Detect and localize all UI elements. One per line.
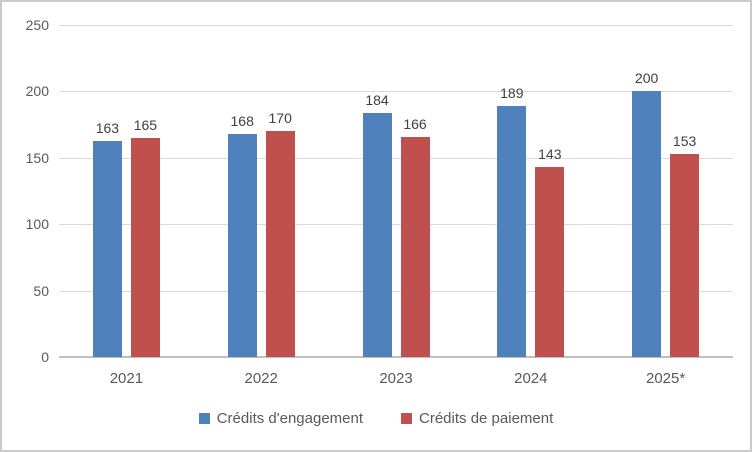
y-axis-tick-label: 50 xyxy=(33,282,49,299)
y-axis-tick-label: 150 xyxy=(25,149,49,166)
bar-series1-2025 xyxy=(632,91,662,357)
bar-series1-2024 xyxy=(497,106,527,357)
legend-item: Crédits de paiement xyxy=(401,410,553,427)
legend-swatch-icon xyxy=(401,413,413,424)
y-axis-tick-label: 250 xyxy=(25,17,49,33)
x-axis-category-label: 2022 xyxy=(244,370,278,387)
data-label: 168 xyxy=(230,112,254,129)
plot-area: 163 165 168 170 184 166 189 143 200 153 xyxy=(59,25,733,358)
x-axis-category-label: 2021 xyxy=(109,370,144,387)
gridline xyxy=(59,290,733,292)
gridline xyxy=(59,91,733,93)
gridline xyxy=(59,224,733,226)
legend: Crédits d'engagement Crédits de paiement xyxy=(2,410,750,427)
bar-series2-2025 xyxy=(670,153,700,357)
y-axis-tick-label: 200 xyxy=(25,83,49,100)
x-axis-category-label: 2024 xyxy=(514,370,548,387)
data-label: 200 xyxy=(634,70,659,87)
bar-series1-2023 xyxy=(362,112,392,357)
x-axis-baseline xyxy=(59,356,733,358)
data-label: 143 xyxy=(538,146,562,163)
bar-series2-2022 xyxy=(265,131,295,357)
data-label: 153 xyxy=(672,132,697,149)
legend-label: Crédits de paiement xyxy=(419,410,554,427)
data-label: 189 xyxy=(500,85,524,102)
x-axis-category-label: 2025* xyxy=(645,370,686,387)
data-label: 170 xyxy=(268,110,292,127)
data-label: 166 xyxy=(403,115,427,132)
data-label: 184 xyxy=(365,91,389,108)
x-axis-category-label: 2023 xyxy=(379,370,413,387)
data-label: 163 xyxy=(95,119,120,136)
bar-series1-2021 xyxy=(92,140,122,357)
y-axis-tick-label: 0 xyxy=(41,349,49,365)
bar-series2-2024 xyxy=(535,167,565,357)
legend-item: Crédits d'engagement xyxy=(198,410,364,427)
legend-swatch-icon xyxy=(198,413,210,424)
legend-label: Crédits d'engagement xyxy=(216,410,364,427)
data-label: 165 xyxy=(133,116,158,133)
bar-series2-2023 xyxy=(400,136,430,357)
gridline xyxy=(59,25,733,26)
gridline xyxy=(59,157,733,159)
y-axis-tick-label: 100 xyxy=(25,216,49,233)
bar-series1-2022 xyxy=(227,133,257,357)
bar-series2-2021 xyxy=(130,137,160,357)
